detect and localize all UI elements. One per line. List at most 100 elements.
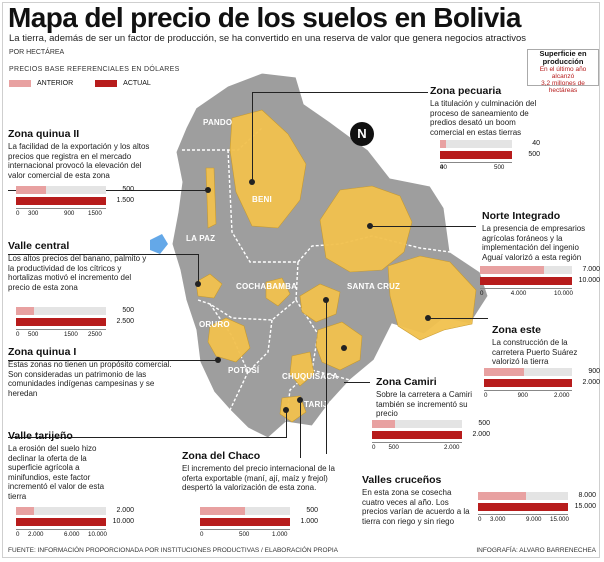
tick-label: 2.000 <box>444 444 460 451</box>
bar-value-label: 10.000 <box>578 277 600 284</box>
legend-label-anterior: ANTERIOR <box>37 80 74 87</box>
block-norte: Norte Integrado La presencia de empresar… <box>482 210 598 262</box>
bar-value-label: 500 <box>528 151 540 158</box>
leader-pecuaria-a <box>252 92 253 182</box>
region-label-la-paz: LA PAZ <box>186 234 216 243</box>
block-desc: La titulación y culminación del proceso … <box>430 99 537 137</box>
bar-value-label: 500 <box>122 307 134 314</box>
tick-label: 300 <box>28 210 39 217</box>
bar-actual <box>440 151 512 159</box>
block-desc: La erosión del suelo hizo declinar la of… <box>8 444 105 501</box>
tick-label: 6.000 <box>64 531 80 538</box>
surface-line-1: En el último año alcanzó <box>539 66 587 80</box>
bar-anterior <box>372 420 395 428</box>
bar-anterior <box>478 492 526 500</box>
bar-track <box>484 368 572 376</box>
unit-label: POR HECTÁREA <box>9 49 65 56</box>
block-tarijeno: Valle tarijeño La erosión del suelo hizo… <box>8 430 120 502</box>
legend: ANTERIOR ACTUAL <box>9 80 151 87</box>
block-title: Zona quinua II <box>8 128 80 140</box>
tick-label: 0 <box>372 444 376 451</box>
price-zones <box>195 109 477 423</box>
infographic-frame <box>2 2 600 558</box>
bar-track <box>16 186 106 194</box>
zone-chuquisaca <box>289 351 315 387</box>
block-chaco: Zona del Chaco El incremento del precio … <box>182 450 352 493</box>
surface-title-1: Superficie en <box>539 49 587 58</box>
tick-label: 0 <box>16 210 20 217</box>
footer-credit: INFOGRAFÍA: ALVARO BARRENECHEA <box>476 547 596 554</box>
leader-camiri <box>344 382 370 383</box>
dot-norte <box>367 223 373 229</box>
tick-label: 0 <box>16 531 20 538</box>
bar-value-label: 2.000 <box>116 507 134 514</box>
bar-value-label: 1.000 <box>300 518 318 525</box>
block-title: Zona del Chaco <box>182 450 261 462</box>
bar-track <box>16 307 106 315</box>
tick-label: 500 <box>239 531 250 538</box>
bar-value-label: 900 <box>588 368 600 375</box>
region-label-beni: BENI <box>252 195 272 204</box>
north-compass-icon: N <box>350 122 374 146</box>
block-camiri: Zona Camiri Sobre la carretera a Camiri … <box>376 376 480 419</box>
tick-label: 900 <box>517 392 528 399</box>
leader-quinua-1 <box>8 360 218 361</box>
tick-label: 0 <box>16 331 20 338</box>
zone-este <box>387 255 477 341</box>
bar-axis <box>440 162 512 163</box>
bar-value-label: 500 <box>478 420 490 427</box>
block-desc: El incremento del precio internacional d… <box>182 464 335 493</box>
tick-label: 0 <box>480 290 484 297</box>
bar-track <box>16 507 106 515</box>
block-title: Zona Camiri <box>376 376 437 388</box>
bar-track <box>372 420 462 428</box>
tick-label: 2.000 <box>554 392 570 399</box>
tick-label: 0 <box>200 531 204 538</box>
leader-chaco <box>300 400 301 458</box>
legend-label-actual: ACTUAL <box>123 80 151 87</box>
leader-valles <box>326 300 327 454</box>
leader-este <box>428 318 488 319</box>
bar-actual <box>16 197 106 205</box>
block-title: Norte Integrado <box>482 210 561 222</box>
surface-box: Superficie en producción En el último añ… <box>527 49 599 94</box>
block-desc: La facilidad de la exportación y los alt… <box>8 142 150 180</box>
tick-label: 0 <box>484 392 488 399</box>
zone-valles-crucenos <box>299 283 341 323</box>
footer-source: FUENTE: INFORMACIÓN PROPORCIONADA POR IN… <box>8 547 338 554</box>
dot-camiri <box>341 345 347 351</box>
bar-value-label: 2.500 <box>116 318 134 325</box>
tick-label: 1500 <box>88 210 102 217</box>
block-pecuaria: Zona pecuaria La titulación y culminació… <box>430 85 548 137</box>
block-desc: En esta zona se cosecha cuatro veces al … <box>362 488 470 526</box>
bar-anterior <box>16 186 46 194</box>
bars-valles-crucenos: 8.000 15.000 0 3.000 9.000 15.000 <box>478 492 596 526</box>
tick-label: 4.000 <box>510 290 527 297</box>
bar-value-label: 8.000 <box>578 492 596 499</box>
zone-pecuaria <box>229 109 307 229</box>
tick-label: 10.000 <box>88 531 107 538</box>
legend-swatch-anterior <box>9 80 31 87</box>
dot-quinua-2 <box>205 187 211 193</box>
block-valle-central: Valle central Los altos precios del bana… <box>8 240 148 292</box>
bar-actual <box>16 518 106 526</box>
footer: FUENTE: INFORMACIÓN PROPORCIONADA POR IN… <box>8 547 596 554</box>
bars-pecuaria: 40 500 0 40 500 <box>440 140 540 174</box>
bars-tarijeno: 2.000 10.000 0 2.000 6.000 10.000 <box>16 507 134 541</box>
page-title: Mapa del precio de los suelos en Bolivia <box>8 2 521 33</box>
tick-label: 0 <box>478 516 482 523</box>
leader-pecuaria-b <box>252 92 428 93</box>
bar-axis <box>16 529 106 530</box>
tick-label: 2.000 <box>28 531 44 538</box>
leader-valle-central-a <box>8 254 198 255</box>
zone-quinua-1 <box>207 317 251 363</box>
bar-value-label: 500 <box>122 186 134 193</box>
zone-norte-integrado <box>319 185 413 273</box>
tick-label: 2500 <box>88 331 102 338</box>
bar-axis <box>480 288 572 289</box>
bar-value-label: 10.000 <box>112 518 134 525</box>
tick-label: 15.000 <box>550 516 569 523</box>
bar-axis <box>484 390 572 391</box>
lake-titicaca <box>150 234 168 254</box>
